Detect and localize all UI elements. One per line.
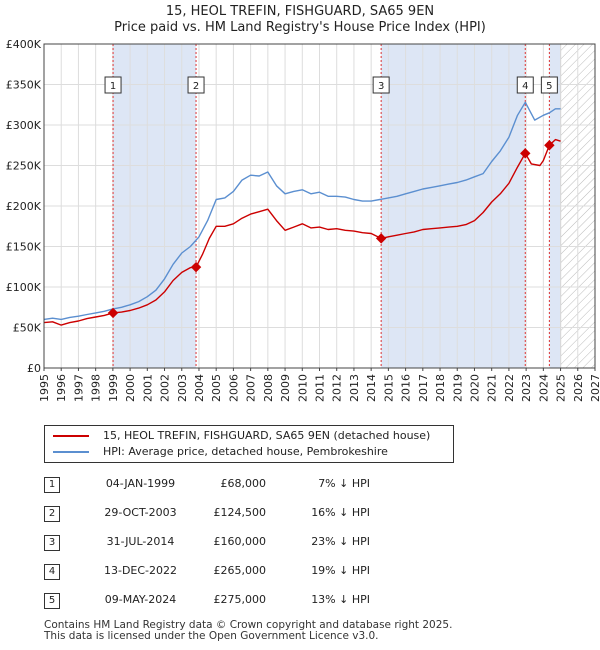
transaction-number: 4 xyxy=(44,564,60,580)
x-tick-label: 2025 xyxy=(555,374,568,402)
x-tick-label: 2018 xyxy=(434,374,447,402)
transaction-hpi-diff: 23% ↓ HPI xyxy=(311,535,370,548)
transaction-date: 09-MAY-2024 xyxy=(104,593,177,606)
x-tick-label: 2004 xyxy=(193,374,206,402)
legend: 15, HEOL TREFIN, FISHGUARD, SA65 9EN (de… xyxy=(44,425,454,463)
footer-copyright: Contains HM Land Registry data © Crown c… xyxy=(44,619,453,631)
transaction-date: 04-JAN-1999 xyxy=(105,477,176,490)
table-row: 5 09-MAY-2024 £275,000 13% ↓ HPI xyxy=(44,590,384,619)
table-row: 2 29-OCT-2003 £124,500 16% ↓ HPI xyxy=(44,503,384,532)
x-tick-label: 2023 xyxy=(520,374,533,402)
legend-item-hpi: HPI: Average price, detached house, Pemb… xyxy=(53,444,388,460)
sale-point xyxy=(107,307,119,319)
x-tick-label: 1999 xyxy=(107,374,120,402)
legend-swatch-hpi xyxy=(53,451,89,453)
x-tick-label: 1997 xyxy=(72,374,85,402)
footer-licence: This data is licensed under the Open Gov… xyxy=(44,630,379,642)
x-tick-label: 2020 xyxy=(468,374,481,402)
x-tick-label: 2026 xyxy=(572,374,585,402)
transaction-number: 2 xyxy=(44,506,60,522)
x-tick-label: 2015 xyxy=(382,374,395,402)
chart-title: 15, HEOL TREFIN, FISHGUARD, SA65 9EN xyxy=(165,4,435,19)
legend-label-hpi: HPI: Average price, detached house, Pemb… xyxy=(103,445,388,458)
table-row: 4 13-DEC-2022 £265,000 19% ↓ HPI xyxy=(44,561,384,590)
transaction-hpi-diff: 16% ↓ HPI xyxy=(311,506,370,519)
transactions-table: 1 04-JAN-1999 £68,000 7% ↓ HPI 2 29-OCT-… xyxy=(44,474,384,619)
x-tick-label: 2008 xyxy=(262,374,275,402)
sale-point xyxy=(520,148,531,159)
hpi-series-line xyxy=(43,101,561,321)
transaction-price: £275,000 xyxy=(213,593,267,606)
price-chart: 1 2 3 4 5 £0 £50K £100K £150K £200K £250K £300K £350… xyxy=(6,38,600,402)
legend-item-property: 15, HEOL TREFIN, FISHGUARD, SA65 9EN (de… xyxy=(53,428,430,444)
legend-swatch-property xyxy=(53,435,89,437)
x-tick-label: 2001 xyxy=(141,374,154,402)
table-row: 1 04-JAN-1999 £68,000 7% ↓ HPI xyxy=(44,474,384,503)
sale-label: 2 xyxy=(193,81,199,92)
x-tick-label: 2013 xyxy=(348,374,361,402)
x-tick-label: 1998 xyxy=(90,374,103,402)
table-row: 3 31-JUL-2014 £160,000 23% ↓ HPI xyxy=(44,532,384,561)
transaction-number: 1 xyxy=(44,477,60,493)
transaction-price: £68,000 xyxy=(220,477,267,490)
y-tick-label: £300K xyxy=(6,119,42,132)
sale-point xyxy=(544,140,555,151)
y-tick-label: £200K xyxy=(6,200,42,213)
y-tick-label: £400K xyxy=(6,38,42,51)
sale-label: 3 xyxy=(378,81,384,92)
x-tick-label: 2021 xyxy=(486,374,499,402)
transaction-number: 5 xyxy=(44,593,60,609)
x-tick-label: 2009 xyxy=(279,374,292,402)
transaction-hpi-diff: 19% ↓ HPI xyxy=(311,564,370,577)
sale-label-box xyxy=(187,76,205,94)
transaction-date: 31-JUL-2014 xyxy=(106,535,175,548)
sale-label: 1 xyxy=(110,81,116,92)
x-tick-label: 2005 xyxy=(210,374,223,402)
y-tick-label: £350K xyxy=(6,79,42,92)
x-tick-label: 2000 xyxy=(124,374,137,402)
chart-subtitle: Price paid vs. HM Land Registry's House … xyxy=(114,20,486,35)
x-tick-label: 2010 xyxy=(296,374,309,402)
sale-point xyxy=(375,233,387,244)
x-tick-label: 2016 xyxy=(400,374,413,402)
transaction-price: £124,500 xyxy=(213,506,267,519)
x-tick-label: 2011 xyxy=(314,374,327,402)
y-tick-label: £100K xyxy=(6,281,42,294)
y-tick-label: £0 xyxy=(27,362,41,375)
transaction-hpi-diff: 13% ↓ HPI xyxy=(311,593,370,606)
x-tick-label: 2007 xyxy=(245,374,258,402)
transaction-date: 13-DEC-2022 xyxy=(103,564,178,577)
transaction-hpi-diff: 7% ↓ HPI xyxy=(318,477,370,490)
transaction-price: £265,000 xyxy=(213,564,267,577)
y-tick-label: £250K xyxy=(6,160,42,173)
sale-label-box xyxy=(372,76,390,94)
transaction-date: 29-OCT-2003 xyxy=(104,506,177,519)
legend-label-property: 15, HEOL TREFIN, FISHGUARD, SA65 9EN (de… xyxy=(103,429,431,442)
x-tick-label: 2002 xyxy=(159,374,172,402)
sale-label-box xyxy=(516,76,534,94)
x-tick-label: 2019 xyxy=(451,374,464,402)
x-tick-label: 2003 xyxy=(176,374,189,402)
x-tick-label: 2022 xyxy=(503,374,516,402)
x-tick-label: 2027 xyxy=(589,374,600,402)
sale-point xyxy=(190,261,202,273)
x-tick-label: 2024 xyxy=(537,374,550,402)
y-tick-label: £150K xyxy=(6,241,42,254)
transaction-price: £160,000 xyxy=(213,535,267,548)
x-tick-label: 2017 xyxy=(417,374,430,402)
y-tick-label: £50K xyxy=(13,322,42,335)
footer: Contains HM Land Registry data © Crown c… xyxy=(44,620,452,642)
sale-label-box xyxy=(540,76,558,94)
sale-label: 4 xyxy=(522,81,528,92)
x-tick-label: 1995 xyxy=(38,374,51,402)
transaction-number: 3 xyxy=(44,535,60,551)
x-tick-label: 2012 xyxy=(331,374,344,402)
sale-label-box xyxy=(104,76,122,94)
x-tick-label: 2006 xyxy=(227,374,240,402)
sale-label: 5 xyxy=(546,81,552,92)
property-series-line xyxy=(43,138,561,326)
x-tick-label: 1996 xyxy=(55,374,68,402)
x-tick-label: 2014 xyxy=(365,374,378,402)
